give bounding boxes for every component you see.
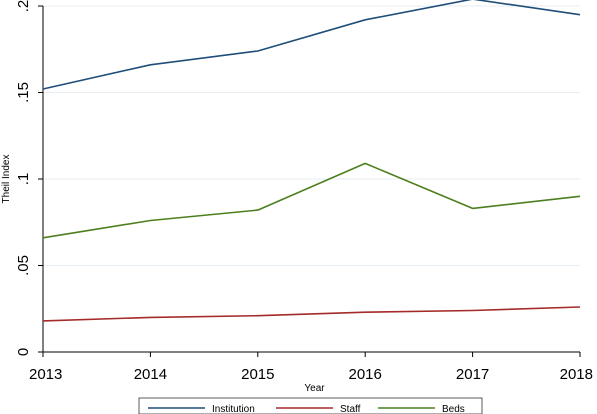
y-tick-label: .05 <box>15 255 32 276</box>
x-tick-label: 2015 <box>241 366 274 383</box>
x-tick-label: 2014 <box>134 366 167 383</box>
legend-label-institution: Institution <box>212 404 255 414</box>
x-axis-title: Year <box>304 383 325 394</box>
x-tick-label: 2018 <box>560 366 593 383</box>
legend: Institution Staff Beds <box>138 397 483 414</box>
x-tick-label: 2016 <box>349 366 382 383</box>
y-tick-label: .15 <box>15 82 32 103</box>
legend-label-beds: Beds <box>442 404 465 414</box>
y-tick-label: 0 <box>15 348 32 356</box>
y-axis-ticks: 0 .05 .1 .15 .2 <box>15 0 43 356</box>
series-line-institution <box>42 0 581 90</box>
y-tick-label: .2 <box>15 0 32 12</box>
y-tick-label: .1 <box>15 173 32 186</box>
y-axis-title: Theil Index <box>1 155 12 204</box>
legend-box <box>138 397 483 414</box>
series-lines <box>42 0 581 322</box>
x-axis-ticks: 2013 2014 2015 2016 2017 2018 <box>29 352 593 383</box>
grid-lines <box>43 5 580 266</box>
x-tick-label: 2017 <box>456 366 489 383</box>
series-line-staff <box>42 306 581 322</box>
series-line-beds <box>42 162 581 239</box>
legend-label-staff: Staff <box>340 404 361 414</box>
x-tick-label: 2013 <box>29 366 62 383</box>
